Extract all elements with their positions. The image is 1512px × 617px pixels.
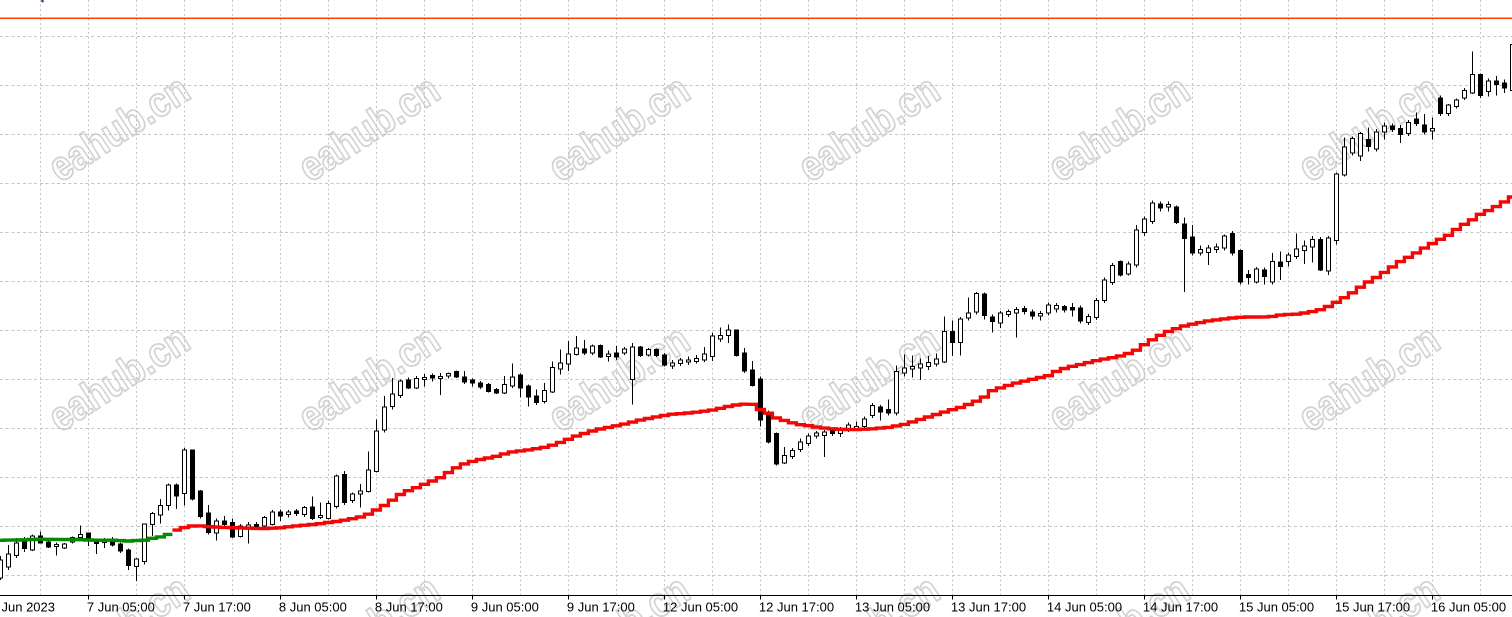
svg-text:15 Jun 17:00: 15 Jun 17:00 xyxy=(1335,599,1410,614)
svg-text:16 Jun 05:00: 16 Jun 05:00 xyxy=(1431,599,1506,614)
svg-text:8 Jun 05:00: 8 Jun 05:00 xyxy=(279,599,347,614)
svg-text:Jun 2023: Jun 2023 xyxy=(2,599,56,614)
svg-text:9 Jun 17:00: 9 Jun 17:00 xyxy=(567,599,635,614)
svg-text:12 Jun 17:00: 12 Jun 17:00 xyxy=(759,599,834,614)
svg-text:7 Jun 05:00: 7 Jun 05:00 xyxy=(87,599,155,614)
svg-text:13 Jun 05:00: 13 Jun 05:00 xyxy=(855,599,930,614)
svg-text:14 Jun 17:00: 14 Jun 17:00 xyxy=(1143,599,1218,614)
svg-text:15 Jun 05:00: 15 Jun 05:00 xyxy=(1239,599,1314,614)
svg-text:9 Jun 05:00: 9 Jun 05:00 xyxy=(471,599,539,614)
svg-text:13 Jun 17:00: 13 Jun 17:00 xyxy=(951,599,1026,614)
svg-text:7 Jun 17:00: 7 Jun 17:00 xyxy=(183,599,251,614)
svg-text:8 Jun 17:00: 8 Jun 17:00 xyxy=(375,599,443,614)
svg-text:14 Jun 05:00: 14 Jun 05:00 xyxy=(1047,599,1122,614)
svg-text:12 Jun 05:00: 12 Jun 05:00 xyxy=(663,599,738,614)
